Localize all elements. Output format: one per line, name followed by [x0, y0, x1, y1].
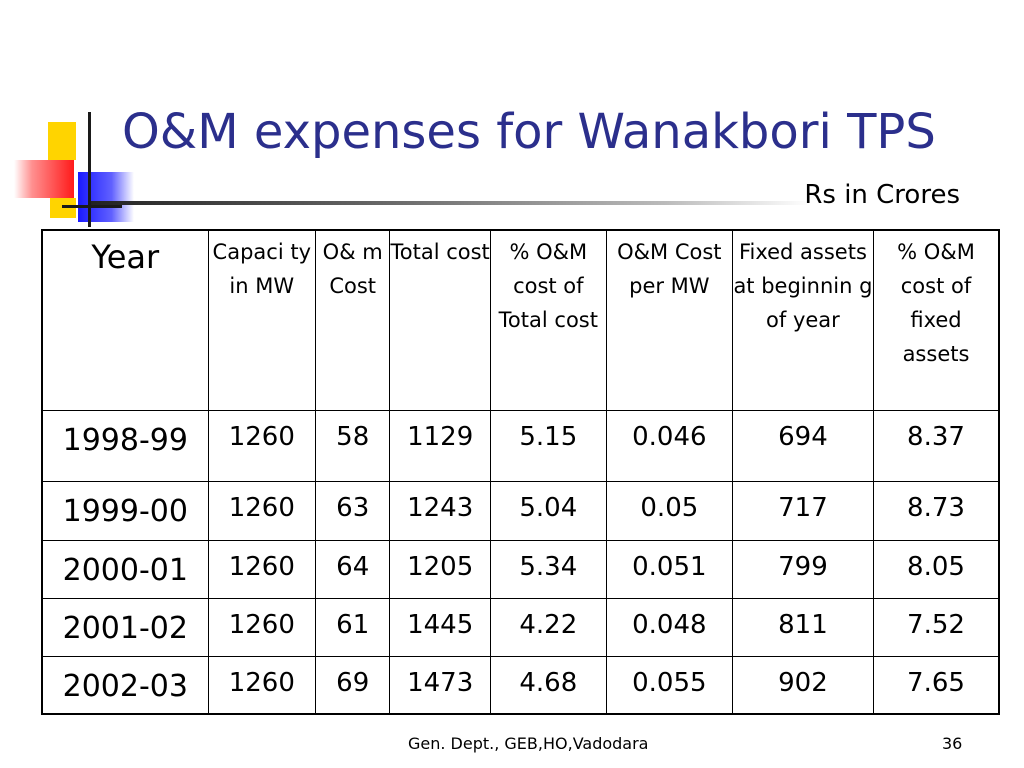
- table-row: 1998-99 1260 58 1129 5.15 0.046 694 8.37: [41, 409, 1000, 482]
- title-underline: [90, 201, 810, 205]
- cell-total-cost: 1445: [389, 597, 491, 657]
- cell-pct-om-total: 5.15: [489, 409, 607, 482]
- table-row: 2001-02 1260 61 1445 4.22 0.048 811 7.52: [41, 597, 1000, 657]
- cell-pct-om-fixed-assets: 8.73: [872, 480, 1000, 541]
- cell-capacity: 1260: [207, 655, 316, 715]
- table-row: 2002-03 1260 69 1473 4.68 0.055 902 7.65: [41, 655, 1000, 715]
- cell-om-per-mw: 0.046: [605, 409, 733, 482]
- cell-pct-om-fixed-assets: 7.52: [872, 597, 1000, 657]
- cell-pct-om-total: 4.68: [489, 655, 607, 715]
- cell-fixed-assets: 694: [731, 409, 874, 482]
- cell-total-cost: 1473: [389, 655, 491, 715]
- cell-total-cost: 1205: [389, 539, 491, 599]
- cell-om-cost: 61: [314, 597, 391, 657]
- logo-yellow-square-small: [50, 198, 76, 218]
- cell-om-cost: 64: [314, 539, 391, 599]
- column-header-pct-om-fixed-assets: % O&M cost of fixed assets: [872, 229, 1000, 411]
- column-header-om-per-mw: O&M Cost per MW: [605, 229, 733, 411]
- cell-om-cost: 63: [314, 480, 391, 541]
- cell-pct-om-fixed-assets: 7.65: [872, 655, 1000, 715]
- column-header-fixed-assets: Fixed assets at beginnin g of year: [731, 229, 874, 411]
- footer-source: Gen. Dept., GEB,HO,Vadodara: [408, 734, 649, 753]
- cell-om-cost: 58: [314, 409, 391, 482]
- column-header-pct-om-total: % O&M cost of Total cost: [489, 229, 607, 411]
- cell-year: 2002-03: [41, 655, 209, 715]
- cell-fixed-assets: 717: [731, 480, 874, 541]
- cell-capacity: 1260: [207, 480, 316, 541]
- logo-yellow-square: [48, 122, 76, 160]
- cell-om-per-mw: 0.055: [605, 655, 733, 715]
- cell-pct-om-total: 4.22: [489, 597, 607, 657]
- cell-total-cost: 1243: [389, 480, 491, 541]
- cell-om-per-mw: 0.051: [605, 539, 733, 599]
- logo-blue-square: [78, 172, 134, 222]
- cell-pct-om-fixed-assets: 8.37: [872, 409, 1000, 482]
- cell-fixed-assets: 811: [731, 597, 874, 657]
- column-header-capacity: Capaci ty in MW: [207, 229, 316, 411]
- cell-year: 2001-02: [41, 597, 209, 657]
- om-expenses-table: Year Capaci ty in MW O& m Cost Total cos…: [41, 229, 1000, 715]
- cell-om-per-mw: 0.048: [605, 597, 733, 657]
- slide-title: O&M expenses for Wanakbori TPS: [122, 104, 936, 160]
- column-header-year: Year: [41, 229, 209, 411]
- cell-fixed-assets: 799: [731, 539, 874, 599]
- cell-capacity: 1260: [207, 539, 316, 599]
- cell-year: 1999-00: [41, 480, 209, 541]
- cell-pct-om-total: 5.04: [489, 480, 607, 541]
- cell-year: 1998-99: [41, 409, 209, 482]
- cell-fixed-assets: 902: [731, 655, 874, 715]
- units-label: Rs in Crores: [804, 180, 960, 210]
- table-header-row: Year Capaci ty in MW O& m Cost Total cos…: [41, 229, 1000, 411]
- cell-year: 2000-01: [41, 539, 209, 599]
- page-number: 36: [942, 734, 963, 753]
- column-header-om-cost: O& m Cost: [314, 229, 391, 411]
- table-row: 2000-01 1260 64 1205 5.34 0.051 799 8.05: [41, 539, 1000, 599]
- cell-pct-om-fixed-assets: 8.05: [872, 539, 1000, 599]
- table-row: 1999-00 1260 63 1243 5.04 0.05 717 8.73: [41, 480, 1000, 541]
- cell-pct-om-total: 5.34: [489, 539, 607, 599]
- logo-red-square: [14, 160, 74, 198]
- cell-om-per-mw: 0.05: [605, 480, 733, 541]
- cell-capacity: 1260: [207, 597, 316, 657]
- cell-om-cost: 69: [314, 655, 391, 715]
- column-header-total-cost: Total cost: [389, 229, 491, 411]
- cell-total-cost: 1129: [389, 409, 491, 482]
- cell-capacity: 1260: [207, 409, 316, 482]
- logo-horizontal-line: [62, 205, 122, 208]
- logo-vertical-line: [88, 112, 91, 227]
